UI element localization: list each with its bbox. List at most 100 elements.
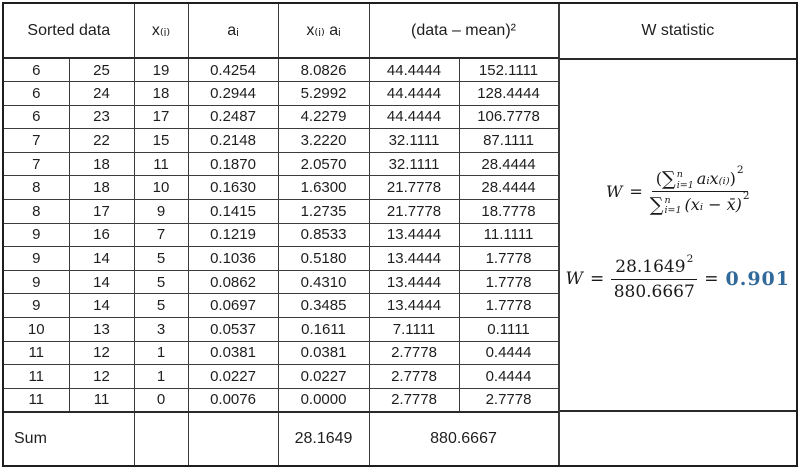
header-sorted-data: Sorted data (4, 4, 135, 59)
table-cell: 0.0076 (187, 387, 279, 413)
table-cell: 44.4444 (368, 104, 460, 130)
table-cell: 7 (133, 222, 189, 248)
table-cell: 8 (4, 199, 70, 224)
sigma-lower: i=1 (676, 179, 694, 191)
table-row: 11 12 1 0.0381 0.0381 2.7778 0.4444 (4, 340, 559, 366)
table-cell: 9 (4, 269, 70, 295)
table-cell: 24 (68, 81, 135, 106)
table-cell: 0 (133, 387, 189, 413)
table-cell: 12 (68, 340, 135, 366)
table-cell: 6 (4, 57, 70, 83)
table-cell: 9 (4, 293, 70, 319)
w-formula-computed: W = 28.1649 2 880.6667 = 0.901 (566, 253, 790, 302)
table-cell: 1 (133, 340, 189, 366)
equals-sign: = (704, 269, 719, 290)
table-cell: 16 (68, 222, 135, 248)
table-cell: 0.0227 (277, 364, 370, 389)
sigma-lower: i=1 (664, 205, 682, 217)
table-cell: 9 (4, 222, 70, 248)
table-cell: 0.4254 (187, 57, 279, 83)
table-cell: 32.1111 (368, 128, 460, 153)
sum-x-a: 28.1649 (277, 411, 370, 465)
table-cell: 11 (4, 340, 70, 366)
table-cell: 0.4310 (277, 269, 370, 295)
table-cell: 0.1219 (187, 222, 279, 248)
table-row: 8 18 10 0.1630 1.6300 21.7778 28.4444 (4, 175, 559, 201)
fraction-denominator: 880.6667 (614, 280, 695, 302)
table-cell: 17 (133, 104, 189, 130)
table-cell: 5 (133, 246, 189, 271)
table-cell: 22 (68, 128, 135, 153)
header-w-statistic: W statistic (559, 4, 796, 60)
table-cell: 25 (68, 57, 135, 83)
table-cell: 15 (133, 128, 189, 153)
table-row: 9 16 7 0.1219 0.8533 13.4444 11.1111 (4, 222, 559, 248)
header-squared-deviation: (data – mean)² (368, 4, 559, 59)
table-row: 11 12 1 0.0227 0.0227 2.7778 0.4444 (4, 364, 559, 389)
table-cell: 4.2279 (277, 104, 370, 130)
table-row: 9 14 5 0.1036 0.5180 13.4444 1.7778 (4, 246, 559, 271)
table-cell: 5.2992 (277, 81, 370, 106)
table-cell: 0.2487 (187, 104, 279, 130)
table-cell: 23 (68, 104, 135, 130)
table-cell: 0.3485 (277, 293, 370, 319)
table-cell: 106.7778 (458, 104, 559, 130)
denominator-value: 880.6667 (613, 281, 695, 302)
table-cell: 12 (68, 364, 135, 389)
paren-close: ) (729, 169, 736, 189)
header-row: Sorted data x₍ᵢ₎ aᵢ x₍ᵢ₎ aᵢ (data – mean… (4, 4, 559, 59)
sigma-limits: n i=1 (676, 169, 694, 191)
table-cell: 28.4444 (458, 151, 559, 177)
numerator-term: aᵢx₍ᵢ₎ (696, 169, 730, 189)
table-cell: 14 (68, 293, 135, 319)
table-cell: 3.2220 (277, 128, 370, 153)
w-formula-general: W = (∑ n i=1 aᵢx₍ᵢ₎) 2 ∑ n i=1 (xᵢ − x̄) 2 (606, 164, 750, 217)
table-cell: 13 (68, 317, 135, 342)
fraction-denominator: ∑ n i=1 (xᵢ − x̄) 2 (649, 190, 750, 217)
table-cell: 1 (133, 364, 189, 389)
table-cell: 0.0381 (277, 340, 370, 366)
table-cell: 14 (68, 269, 135, 295)
sum-a-i-empty (187, 411, 279, 465)
table-cell: 44.4444 (368, 81, 460, 106)
table-cell: 19 (133, 57, 189, 83)
table-cell: 0.4444 (458, 340, 559, 366)
fraction: 28.1649 2 880.6667 (611, 253, 698, 302)
numerator-exponent: 2 (736, 164, 744, 177)
table-cell: 2.7778 (368, 340, 460, 366)
table-cell: 10 (4, 317, 70, 342)
sum-x-i-empty (133, 411, 189, 465)
table-row: 11 11 0 0.0076 0.0000 2.7778 2.7778 (4, 387, 559, 413)
table-cell: 2.7778 (368, 387, 460, 413)
fraction-numerator: (∑ n i=1 aᵢx₍ᵢ₎) 2 (651, 164, 748, 192)
table-cell: 6 (4, 104, 70, 130)
table-cell: 32.1111 (368, 151, 460, 177)
table-cell: 9 (133, 199, 189, 224)
table-cell: 0.1111 (458, 317, 559, 342)
w-result-value: 0.901 (725, 268, 790, 291)
table-body: 6 25 19 0.4254 8.0826 44.4444 152.1111 6 24 18 0.2… (4, 57, 559, 413)
table-cell: 21.7778 (368, 175, 460, 201)
table-cell: 11 (4, 387, 70, 413)
table-cell: 5 (133, 293, 189, 319)
w-sum-empty-cell (560, 412, 796, 465)
table-cell: 0.1611 (277, 317, 370, 342)
table-cell: 10 (133, 175, 189, 201)
table-cell: 0.5180 (277, 246, 370, 271)
table-cell: 11 (133, 151, 189, 177)
table-row: 9 14 5 0.0697 0.3485 13.4444 1.7778 (4, 293, 559, 319)
table-cell: 0.0697 (187, 293, 279, 319)
table-cell: 11 (68, 387, 135, 413)
table-cell: 14 (68, 246, 135, 271)
table-cell: 18.7778 (458, 199, 559, 224)
table-cell: 13.4444 (368, 269, 460, 295)
table-cell: 0.0537 (187, 317, 279, 342)
table-cell: 2.0570 (277, 151, 370, 177)
data-table: Sorted data x₍ᵢ₎ aᵢ x₍ᵢ₎ aᵢ (data – mean… (4, 4, 559, 465)
sigma-symbol: ∑ (649, 192, 664, 216)
table-cell: 0.2944 (187, 81, 279, 106)
sum-row: Sum 28.1649 880.6667 (4, 411, 559, 465)
table-cell: 0.1630 (187, 175, 279, 201)
table-cell: 3 (133, 317, 189, 342)
